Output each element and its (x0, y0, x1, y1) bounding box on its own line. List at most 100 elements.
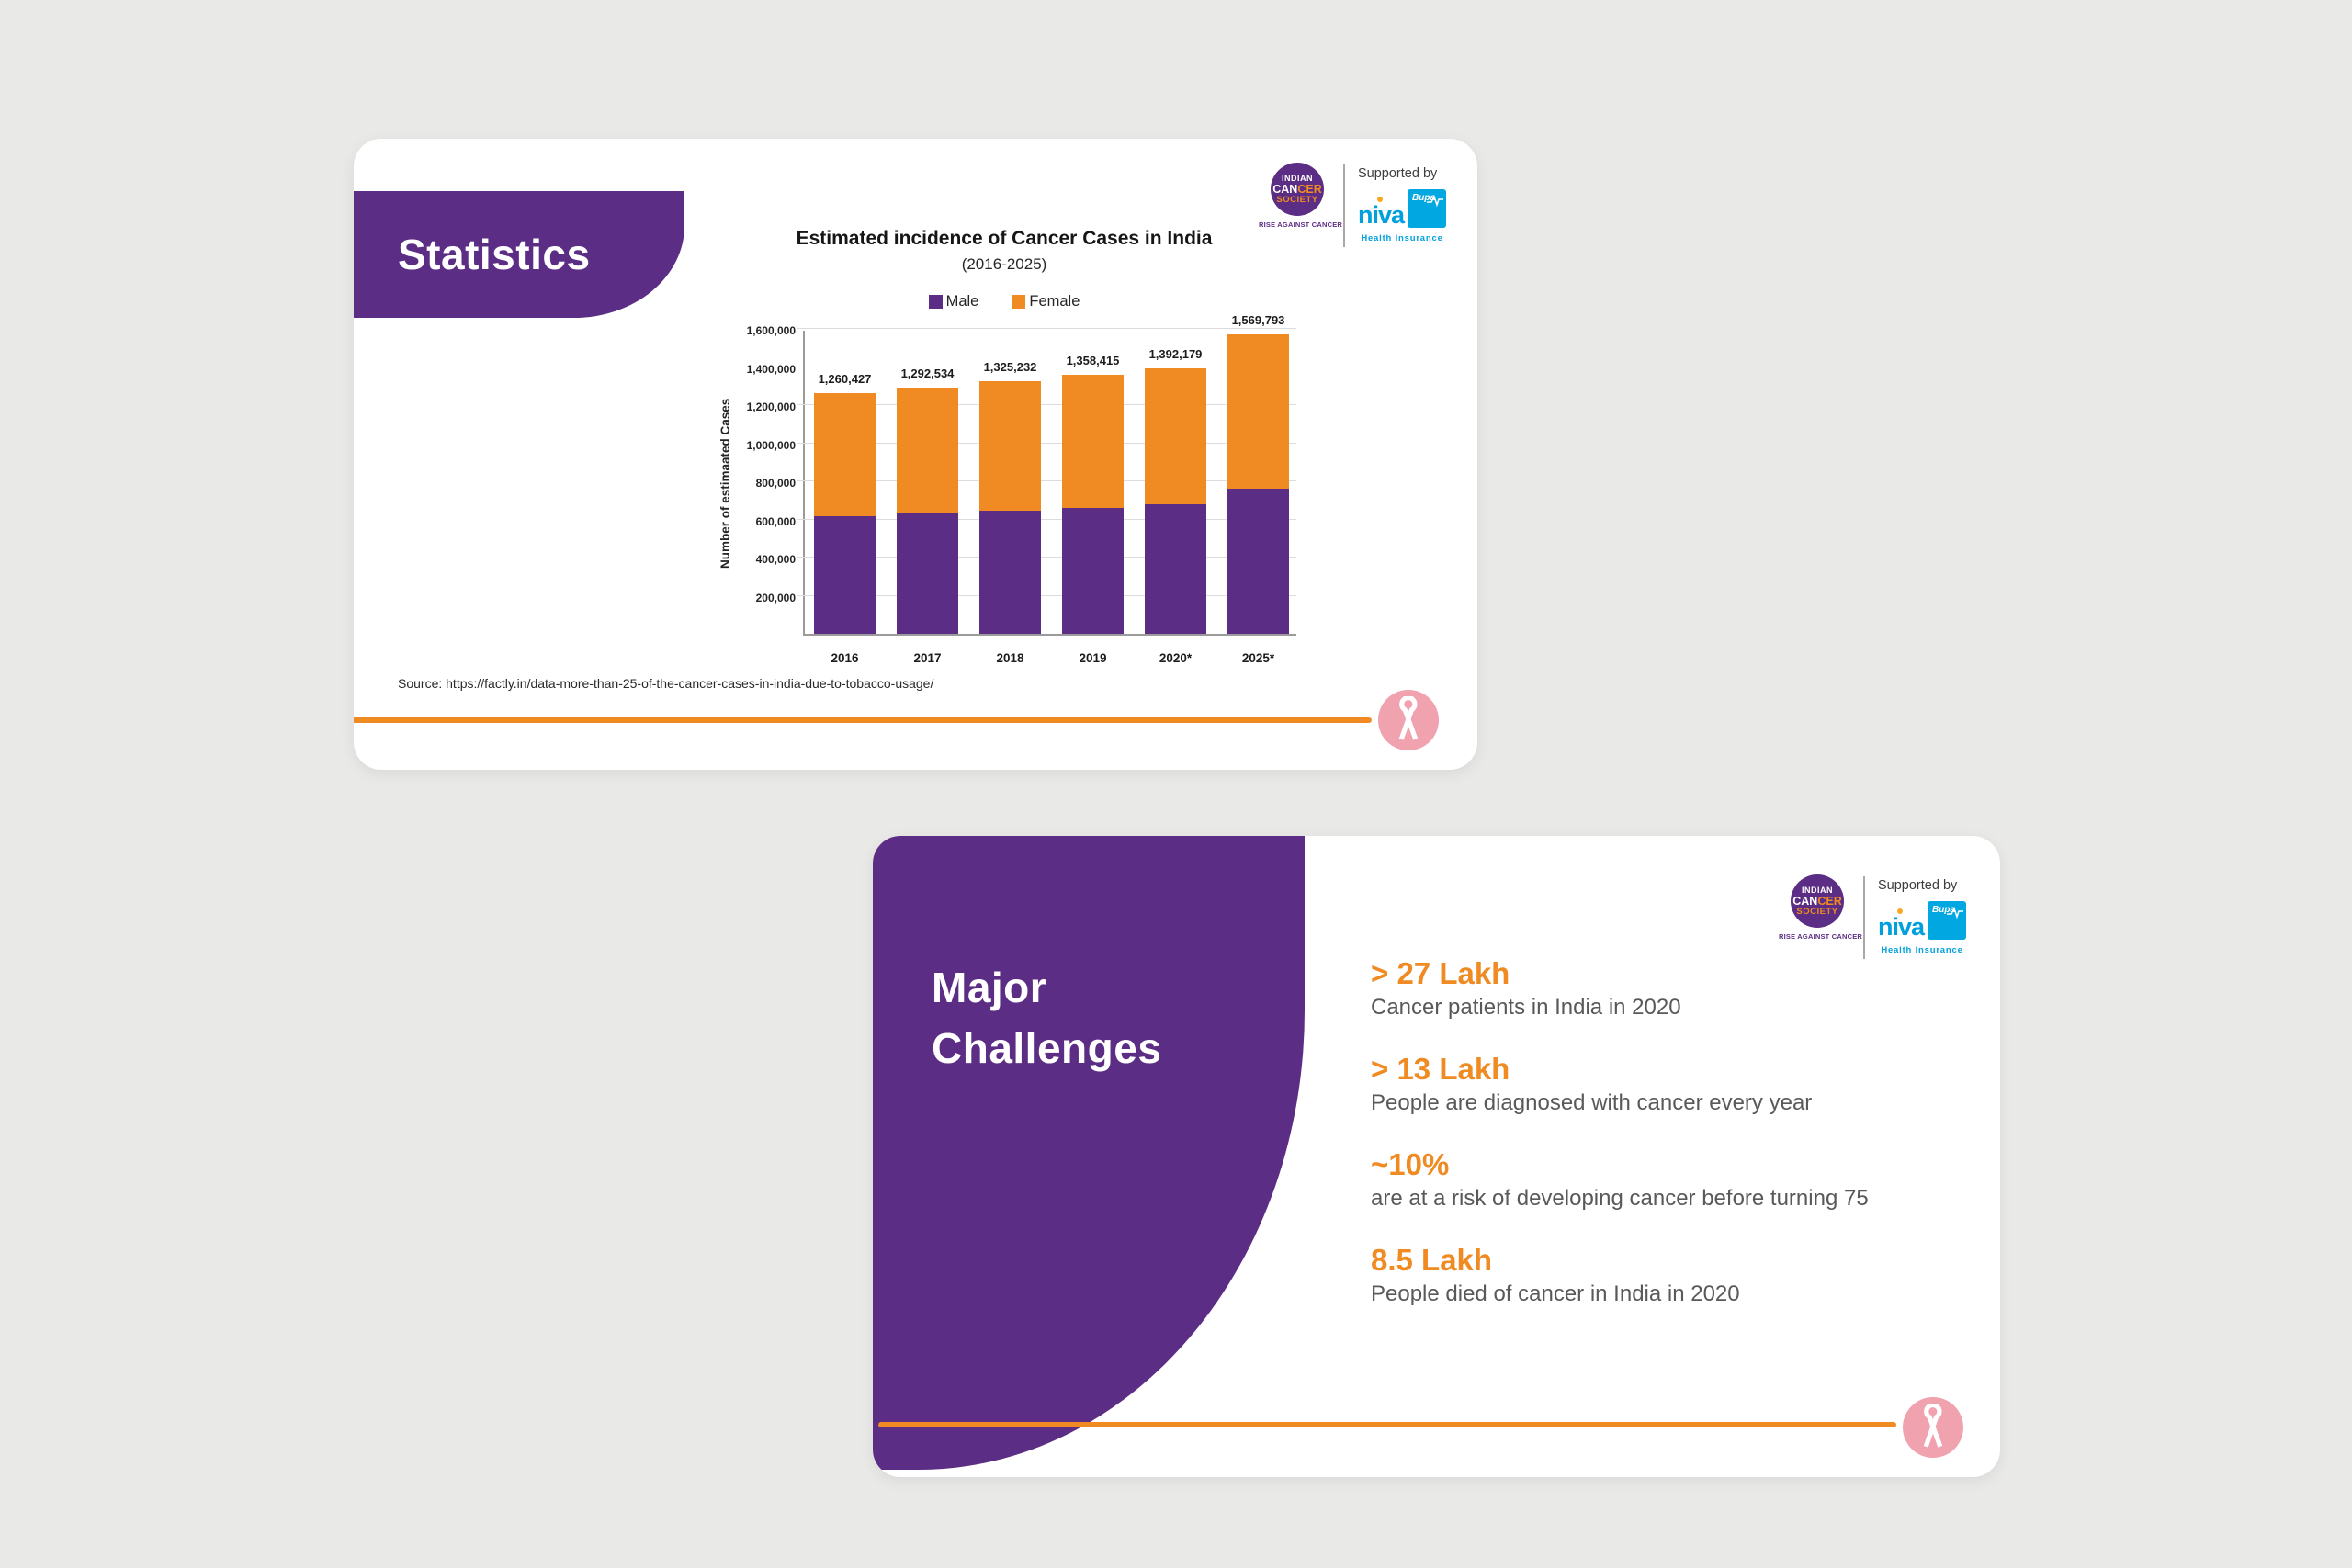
stat-value: ~10% (1371, 1147, 1450, 1181)
bar-2018 (979, 381, 1041, 634)
niva-caption: Health Insurance (1881, 945, 1963, 955)
awareness-ribbon-icon (1923, 1404, 1943, 1448)
bar-total-label: 1,325,232 (983, 360, 1037, 375)
ribbon-badge (1378, 690, 1439, 750)
bar-2020* (1145, 368, 1206, 634)
ics-logo-line3: SOCIETY (1796, 907, 1838, 917)
statistics-banner: Statistics (354, 191, 684, 318)
chart-subtitle: (2016-2025) (961, 255, 1047, 273)
niva-bupa-logo: niva Bupa (1358, 189, 1446, 230)
stat-description: People are diagnosed with cancer every y… (1371, 1090, 1813, 1115)
bar-segment-female (979, 381, 1041, 511)
stats-list: > 27 Lakh Cancer patients in India in 202… (1371, 955, 1940, 1337)
chart-title: Estimated incidence of Cancer Cases in I… (796, 228, 1213, 249)
slide2-title: Major Challenges (932, 964, 1162, 1072)
gridline (797, 480, 1296, 481)
ics-tagline: RISE AGAINST CANCER (1779, 932, 1863, 941)
ics-logo-line1: INDIAN (1282, 173, 1313, 183)
plot-area: 1,260,427 2016 1,292,534 2017 1,325,232 2018 1… (797, 313, 1296, 665)
supported-by-block: Supported by niva Bupa Health Insurance (1878, 878, 1973, 955)
footer-divider-line (878, 1422, 1896, 1427)
stat-description: Cancer patients in India in 2020 (1371, 995, 1681, 1020)
gridline (797, 404, 1296, 405)
ics-logo-circle: INDIAN CANCER SOCIETY (1791, 874, 1844, 928)
bupa-logo-square: Bupa (1408, 189, 1446, 228)
ics-logo-line3: SOCIETY (1276, 195, 1318, 205)
y-axis-tick-label: 600,000 (755, 514, 796, 528)
ics-logo-line2: CANCER (1272, 182, 1322, 196)
stat-item: > 27 Lakh Cancer patients in India in 202… (1371, 955, 1940, 1021)
bar-2016 (814, 393, 876, 634)
stat-value: 8.5 Lakh (1371, 1243, 1493, 1277)
ics-logo-line1: INDIAN (1802, 885, 1833, 895)
stat-item: 8.5 Lakh People died of cancer in India i… (1371, 1242, 1940, 1308)
x-axis-label: 2019 (1079, 651, 1107, 665)
y-axis-tick-label: 1,600,000 (746, 324, 796, 337)
x-axis-label: 2017 (913, 651, 942, 665)
y-axis-tick-label: 1,000,000 (746, 438, 796, 452)
bar-2025* (1227, 334, 1289, 634)
logo-divider (1343, 164, 1345, 247)
supported-by-block: Supported by niva Bupa Health Insurance (1358, 166, 1453, 243)
stat-description: are at a risk of developing cancer befor… (1371, 1186, 1869, 1211)
bar-segment-female (1062, 375, 1124, 509)
slide1-title: Statistics (398, 231, 591, 278)
heartbeat-pulse-icon (1427, 195, 1443, 208)
stat-description: People died of cancer in India in 2020 (1371, 1281, 1740, 1306)
gridline (797, 557, 1296, 558)
major-challenges-panel: Major Challenges (873, 836, 1305, 1470)
footer-divider-line (354, 717, 1372, 723)
stat-item: ~10% are at a risk of developing cancer b… (1371, 1146, 1940, 1213)
chart-legend: Male Female (729, 293, 1280, 310)
ics-logo-line2b: CER (1817, 894, 1842, 908)
chart-header: Estimated incidence of Cancer Cases in I… (729, 228, 1280, 310)
heartbeat-pulse-icon (1947, 907, 1963, 919)
gridline (797, 518, 1296, 520)
y-axis-tick-label: 800,000 (755, 477, 796, 490)
legend-label-male: Male (945, 293, 979, 310)
y-axis-ticks: 200,000 400,000 600,000 800,000 1,000,000 1,2… (711, 324, 796, 636)
x-axis-label: 2020* (1159, 651, 1193, 665)
x-axis-label: 2016 (831, 651, 859, 665)
y-axis-tick-label: 200,000 (755, 591, 796, 604)
bar-total-label: 1,292,534 (900, 366, 955, 380)
niva-i-dot-icon (1377, 197, 1383, 202)
ics-logo-line2a: CAN (1272, 182, 1298, 196)
gridline (797, 594, 1296, 596)
bar-total-label: 1,569,793 (1231, 313, 1285, 328)
source-citation: Source: https://factly.in/data-more-than… (398, 676, 934, 691)
logo-cluster: INDIAN CANCER SOCIETY RISE AGAINST CANCE… (1259, 163, 1453, 253)
stat-value: > 27 Lakh (1371, 956, 1510, 990)
male-swatch-icon (928, 295, 943, 309)
gridline (797, 328, 1296, 329)
bar-segment-female (897, 387, 958, 513)
bar-2017 (897, 387, 958, 634)
x-axis-label: 2025* (1241, 651, 1275, 665)
bupa-script: Bupa (1412, 193, 1435, 203)
supported-by-label: Supported by (1878, 878, 1958, 893)
legend-item-male: Male (928, 293, 979, 310)
bar-segment-male (1062, 508, 1124, 634)
ics-logo-line2b: CER (1297, 182, 1322, 196)
niva-wordmark: niva (1358, 201, 1405, 229)
bar-segment-male (897, 513, 958, 634)
bupa-script: Bupa (1932, 905, 1955, 915)
bar-segment-male (1227, 488, 1289, 634)
ics-tagline: RISE AGAINST CANCER (1259, 220, 1343, 229)
bar-2019 (1062, 375, 1124, 634)
bar-total-label: 1,392,179 (1148, 347, 1203, 362)
ics-logo-line2a: CAN (1792, 894, 1818, 908)
awareness-ribbon-icon (1398, 696, 1419, 740)
niva-bupa-logo: niva Bupa (1878, 901, 1966, 942)
legend-item-female: Female (1012, 293, 1080, 310)
stat-value: > 13 Lakh (1371, 1052, 1510, 1086)
ics-logo-line2: CANCER (1792, 894, 1842, 908)
niva-caption: Health Insurance (1361, 233, 1443, 243)
slide-statistics: Statistics INDIAN CANCER SOCIETY RISE AG… (354, 139, 1477, 770)
bar-segment-female (814, 393, 876, 517)
female-swatch-icon (1012, 295, 1026, 309)
gridline (797, 442, 1296, 444)
bupa-logo-square: Bupa (1928, 901, 1966, 940)
bar-segment-female (1227, 334, 1289, 489)
